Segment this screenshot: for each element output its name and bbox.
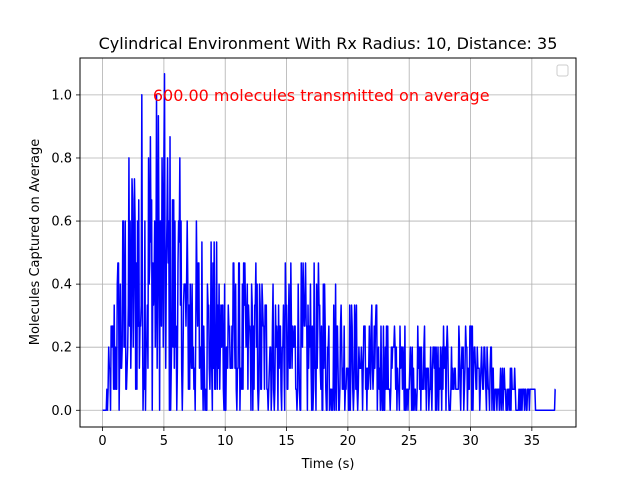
y-tick-label: 0.0 (51, 404, 72, 419)
annotation-text: 600.00 molecules transmitted on average (153, 86, 490, 105)
x-tick-label: 0 (98, 434, 106, 449)
x-tick-label: 15 (278, 434, 295, 449)
y-tick-label: 0.4 (51, 278, 72, 293)
y-tick-label: 1.0 (51, 88, 72, 103)
series-line (102, 72, 556, 412)
x-axis-label: Time (s) (301, 457, 355, 472)
plot-area-frame (79, 57, 577, 428)
legend (556, 64, 569, 77)
y-axis-label: Molecules Captured on Average (28, 139, 43, 345)
legend-box (556, 64, 569, 77)
y-tick-label: 0.6 (51, 215, 72, 230)
y-tick-label: 0.8 (51, 151, 72, 166)
x-tick-label: 35 (524, 434, 541, 449)
series-layer (102, 72, 556, 412)
x-tick-label: 20 (340, 434, 357, 449)
x-axis: 0 5 10 15 20 25 30 35 (98, 427, 540, 449)
y-tick-label: 0.2 (51, 341, 72, 356)
x-tick-label: 5 (160, 434, 168, 449)
y-axis: 0.0 0.2 0.4 0.6 0.8 1.0 (51, 88, 80, 419)
chart-title: Cylindrical Environment With Rx Radius: … (99, 34, 558, 53)
x-tick-label: 25 (401, 434, 418, 449)
x-tick-label: 30 (462, 434, 479, 449)
x-tick-label: 10 (217, 434, 234, 449)
